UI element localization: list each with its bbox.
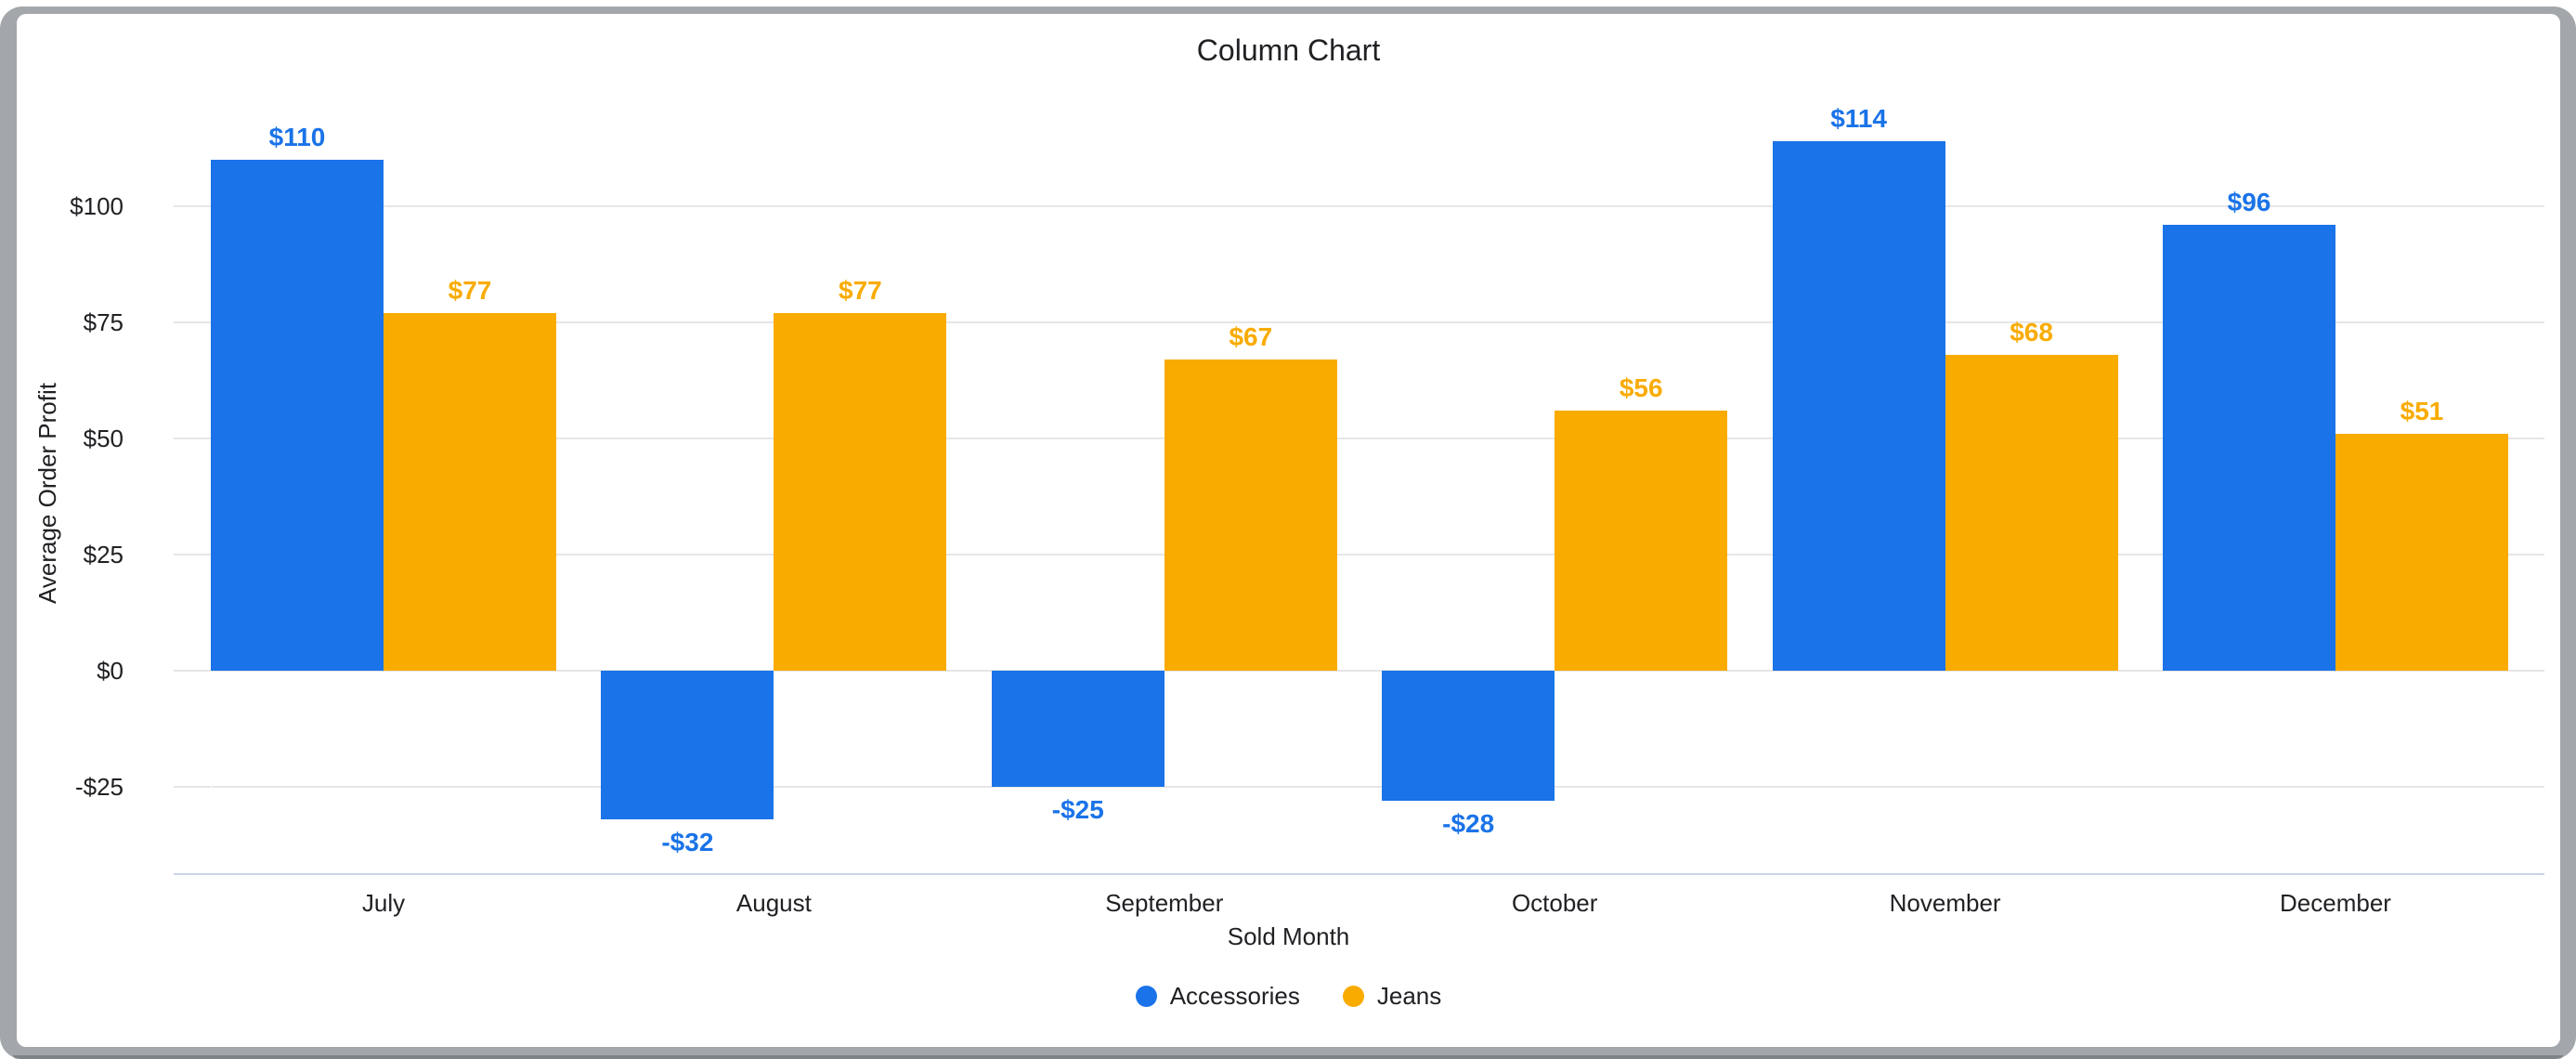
- y-axis-tick-25: [174, 554, 211, 556]
- bar-accessories-july[interactable]: [211, 160, 384, 671]
- legend: Accessories Jeans: [17, 980, 2560, 1012]
- x-axis-title: Sold Month: [1227, 922, 1350, 950]
- x-tick-label-august: August: [735, 889, 812, 917]
- gridline-75: [212, 321, 2544, 323]
- bar-label-accessories-december: $96: [2227, 188, 2271, 216]
- bar-label-accessories-september: -$25: [1051, 795, 1104, 824]
- bar-accessories-october[interactable]: [1382, 671, 1555, 801]
- y-tick-label-25: $25: [83, 541, 124, 569]
- bar-label-accessories-november: $114: [1830, 104, 1887, 133]
- x-tick-label-december: December: [2280, 889, 2391, 917]
- legend-item-jeans[interactable]: Jeans: [1342, 980, 1442, 1012]
- y-axis-tick-0: [174, 670, 211, 672]
- bar-label-jeans-september: $67: [1229, 322, 1273, 351]
- gridline-25: [212, 554, 2544, 556]
- y-tick-label-100: $100: [70, 192, 124, 220]
- x-axis-line: [174, 873, 2544, 875]
- gridline-50: [212, 438, 2544, 439]
- gridline-100: [212, 205, 2544, 207]
- y-tick-label--25: -$25: [74, 773, 124, 801]
- bar-accessories-december[interactable]: [2163, 225, 2335, 671]
- window-frame: Column Chart Average Order Profit $100 $7…: [0, 7, 2576, 1059]
- bar-label-jeans-october: $56: [1619, 373, 1663, 402]
- legend-label-accessories: Accessories: [1169, 982, 1300, 1010]
- x-tick-label-september: September: [1105, 889, 1224, 917]
- bar-label-accessories-august: -$32: [661, 828, 714, 856]
- y-tick-label-0: $0: [97, 657, 124, 685]
- bar-label-jeans-november: $68: [2010, 318, 2053, 346]
- legend-dot-jeans: [1342, 985, 1364, 1007]
- plot-area: $100 $75 $50 $25 $0 -$25 $110 $77 July -$32 $77 Aug…: [17, 14, 2560, 1047]
- bar-jeans-december[interactable]: [2335, 434, 2508, 671]
- bar-label-jeans-december: $51: [2400, 397, 2444, 425]
- legend-label-jeans: Jeans: [1376, 982, 1442, 1010]
- x-tick-label-october: October: [1511, 889, 1598, 917]
- legend-dot-accessories: [1135, 985, 1157, 1007]
- bar-jeans-july[interactable]: [384, 313, 556, 671]
- legend-item-accessories[interactable]: Accessories: [1135, 980, 1300, 1012]
- y-axis-tick-75: [174, 321, 211, 323]
- bar-jeans-october[interactable]: [1555, 411, 1728, 671]
- y-axis-tick-100: [174, 205, 211, 207]
- bar-accessories-september[interactable]: [991, 671, 1164, 787]
- bar-jeans-november[interactable]: [1945, 355, 2118, 671]
- y-tick-label-50: $50: [83, 425, 124, 452]
- bar-accessories-november[interactable]: [1772, 141, 1945, 671]
- bar-jeans-september[interactable]: [1164, 360, 1337, 671]
- y-tick-label-75: $75: [83, 308, 124, 336]
- bar-accessories-august[interactable]: [601, 671, 774, 819]
- chart-title: Column Chart: [1196, 33, 1381, 67]
- gridline-0: [212, 670, 2544, 672]
- gridline--25: [212, 786, 2544, 788]
- bar-label-jeans-august: $77: [839, 276, 882, 305]
- x-tick-label-november: November: [1889, 889, 2001, 917]
- bar-label-jeans-july: $77: [448, 276, 492, 305]
- y-axis-tick--25: [174, 786, 211, 788]
- x-tick-label-july: July: [361, 889, 406, 917]
- chart-card: Column Chart Average Order Profit $100 $7…: [17, 14, 2560, 1047]
- bar-label-accessories-october: -$28: [1442, 809, 1495, 838]
- bar-jeans-august[interactable]: [774, 313, 947, 671]
- bar-label-accessories-july: $110: [268, 123, 326, 151]
- y-axis-tick-50: [174, 438, 211, 439]
